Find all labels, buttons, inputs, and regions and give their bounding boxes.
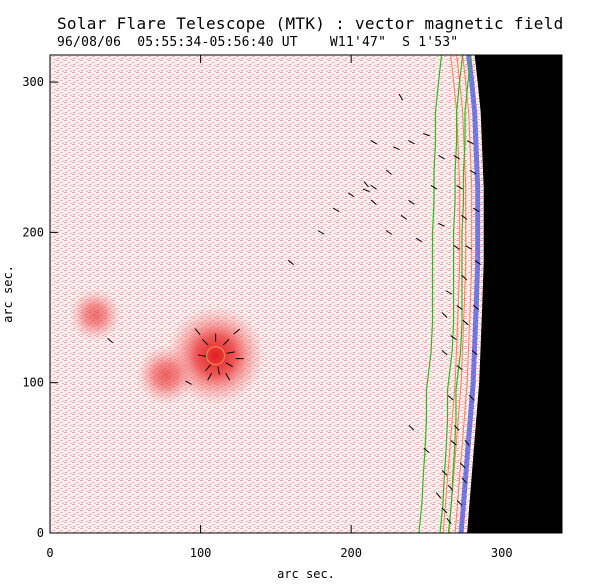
field-vector-54: [468, 394, 475, 401]
spot-vector-7: [198, 354, 207, 357]
orange-contour-0: [454, 55, 473, 533]
field-vector-2: [385, 169, 392, 175]
spot-vector-0: [201, 338, 209, 346]
field-vector-26: [185, 380, 192, 385]
field-vector-34: [456, 185, 463, 190]
field-vector-39: [456, 305, 463, 310]
orange-contour-1: [448, 55, 467, 533]
y-axis-label: arc sec.: [1, 265, 15, 323]
field-vector-13: [317, 230, 325, 235]
field-vector-17: [400, 214, 408, 220]
off-limb-region: [467, 55, 562, 533]
field-vector-36: [465, 245, 472, 250]
field-vector-41: [456, 365, 463, 371]
field-vector-1: [370, 139, 378, 145]
field-vector-40: [462, 319, 469, 326]
x-tick-label-0: 0: [46, 546, 53, 560]
y-tick-label-200: 200: [22, 225, 44, 239]
field-vector-9: [423, 132, 430, 137]
spot-contour: [206, 346, 226, 366]
field-vector-37: [453, 244, 460, 250]
field-vector-7: [408, 139, 415, 145]
y-tick-label-0: 0: [37, 526, 44, 540]
field-vector-15: [438, 155, 445, 160]
field-vector-46: [447, 484, 454, 491]
spot-vector-8: [233, 328, 241, 335]
field-vector-21: [445, 290, 453, 295]
sunspot-2: [68, 288, 122, 342]
spot-vector-12: [225, 372, 231, 381]
field-vector-8: [370, 199, 377, 205]
field-vector-35: [460, 214, 468, 220]
field-vector-16: [408, 199, 415, 205]
field-vector-45: [459, 462, 466, 469]
field-vector-10: [430, 185, 438, 190]
field-vector-44: [450, 440, 457, 446]
plot-frame: [49, 54, 563, 534]
field-vector-33: [453, 155, 460, 160]
green-contour-2: [447, 55, 472, 533]
field-vector-11: [348, 192, 355, 198]
limb-blue-field: [458, 55, 481, 533]
field-vector-19: [415, 237, 423, 243]
green-contour-1: [439, 55, 464, 533]
field-vector-18: [385, 229, 392, 235]
x-tick-label-200: 200: [340, 546, 362, 560]
field-vector-24: [441, 349, 448, 356]
spot-vector-5: [217, 366, 220, 375]
x-axis: 0 100 200 300: [46, 55, 513, 560]
chart-title: Solar Flare Telescope (MTK) : vector mag…: [57, 14, 564, 33]
y-tick-label-300: 300: [22, 75, 44, 89]
field-vector-29: [441, 470, 448, 476]
field-vector-53: [471, 349, 478, 356]
green-contour-0: [418, 55, 443, 533]
field-vector-47: [456, 500, 463, 506]
field-vector-42: [447, 395, 454, 401]
field-vector-38: [461, 274, 468, 281]
chart-subtitle: 96/08/06 05:55:34-05:56:40 UT W11'47" S …: [57, 35, 459, 50]
field-vector-14: [287, 259, 294, 266]
field-vector-28: [423, 447, 430, 453]
y-tick-label-100: 100: [22, 376, 44, 390]
y-axis: 0 100 200 300: [22, 75, 562, 540]
field-vector-23: [450, 335, 457, 341]
field-vector-43: [453, 424, 460, 431]
x-axis-label: arc sec.: [277, 567, 335, 581]
field-vector-4: [362, 188, 370, 192]
field-vector-50: [472, 207, 480, 213]
spot-vector-3: [226, 351, 235, 354]
field-vector-48: [466, 140, 474, 145]
spot-vector-6: [205, 364, 212, 372]
spot-vector-4: [225, 362, 233, 368]
field-vector-30: [435, 492, 442, 499]
field-vector-0: [398, 93, 404, 101]
field-vector-5: [370, 184, 377, 190]
x-tick-label-100: 100: [190, 546, 212, 560]
x-tick-label-300: 300: [491, 546, 513, 560]
field-vector-22: [441, 312, 448, 318]
field-vector-49: [469, 170, 477, 175]
field-vector-32: [446, 517, 452, 524]
spot-vector-2: [223, 338, 230, 346]
field-vector-52: [473, 304, 480, 311]
field-vector-12: [332, 207, 340, 213]
field-vector-3: [363, 181, 369, 188]
field-vector-51: [474, 260, 481, 265]
spot-vector-9: [194, 328, 201, 335]
field-vector-6: [392, 146, 400, 151]
field-vector-56: [461, 477, 467, 484]
field-vector-31: [441, 507, 448, 514]
field-vector-55: [464, 439, 470, 446]
spot-vector-11: [207, 372, 213, 381]
field-vector-27: [408, 424, 415, 431]
field-vector-25: [107, 337, 114, 344]
field-vector-20: [438, 222, 445, 227]
sunspot-1: [135, 344, 197, 406]
